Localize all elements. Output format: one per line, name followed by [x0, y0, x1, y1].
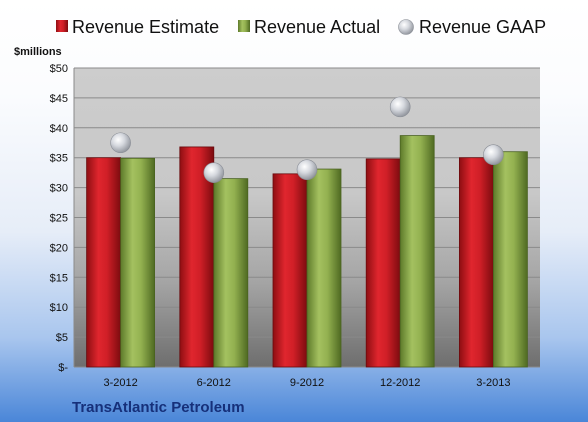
legend-item-revenue-gaap: Revenue GAAP — [398, 17, 546, 37]
y-tick-label: $25 — [50, 213, 68, 225]
legend-label-revenue-gaap: Revenue GAAP — [419, 17, 546, 37]
y-axis-unit-label: $millions — [14, 46, 62, 58]
bar-revenue-actual-3-2012 — [120, 157, 155, 368]
legend-label-revenue-actual: Revenue Actual — [254, 17, 380, 37]
bar-revenue-estimate-9-2012 — [272, 173, 308, 368]
legend-swatch-revenue-actual — [238, 20, 250, 32]
legend-swatch-revenue-estimate — [56, 20, 68, 32]
y-tick-label: $10 — [50, 302, 68, 314]
x-tick-label: 3-2012 — [103, 377, 137, 389]
bar-revenue-actual-3-2013 — [492, 151, 528, 368]
marker-revenue-gaap-12-2012 — [389, 96, 411, 118]
y-tick-label: $15 — [50, 272, 68, 284]
bar-revenue-estimate-3-2013 — [458, 157, 494, 368]
bar-revenue-estimate-6-2012 — [179, 146, 215, 368]
y-tick-label: $35 — [50, 153, 68, 165]
bar-revenue-actual-9-2012 — [306, 168, 342, 368]
y-tick-label: $45 — [50, 93, 68, 105]
bar-revenue-estimate-3-2012 — [86, 157, 121, 368]
legend-label-revenue-estimate: Revenue Estimate — [72, 17, 219, 37]
x-tick-label: 9-2012 — [290, 377, 324, 389]
marker-revenue-gaap-3-2013 — [483, 144, 504, 166]
x-tick-labels: 3-2012 6-2012 9-2012 12-2012 3-2013 — [103, 377, 510, 389]
x-tick-label: 6-2012 — [197, 377, 231, 389]
y-tick-label: $30 — [50, 183, 68, 195]
gaap-markers — [110, 96, 504, 183]
legend-swatch-revenue-gaap — [398, 19, 414, 35]
y-tick-label: $5 — [56, 332, 68, 344]
bar-revenue-estimate-12-2012 — [365, 158, 401, 368]
y-tick-label: $20 — [50, 242, 68, 254]
x-tick-label: 3-2013 — [476, 377, 510, 389]
marker-revenue-gaap-3-2012 — [110, 132, 131, 154]
y-tick-label: $50 — [50, 63, 68, 75]
legend-item-revenue-actual: Revenue Actual — [238, 17, 380, 37]
legend: Revenue Estimate Revenue Actual Revenue … — [56, 17, 546, 37]
bar-revenue-actual-6-2012 — [213, 178, 249, 368]
bars — [86, 135, 528, 368]
bar-revenue-actual-12-2012 — [399, 135, 435, 368]
legend-item-revenue-estimate: Revenue Estimate — [56, 17, 219, 37]
x-tick-label: 12-2012 — [380, 377, 420, 389]
marker-revenue-gaap-6-2012 — [203, 162, 225, 183]
y-tick-labels: $- $5 $10 $15 $20 $25 $30 $35 $40 $45 $50 — [50, 63, 69, 374]
y-tick-label: $40 — [50, 123, 68, 135]
y-tick-label: $- — [58, 362, 68, 374]
marker-revenue-gaap-9-2012 — [296, 159, 318, 180]
company-name: TransAtlantic Petroleum — [72, 399, 245, 416]
